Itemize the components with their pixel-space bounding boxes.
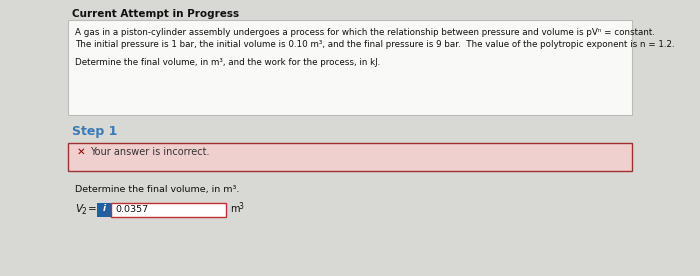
Text: m: m xyxy=(230,204,239,214)
Text: V: V xyxy=(75,204,82,214)
Text: 2: 2 xyxy=(82,207,87,216)
Text: The initial pressure is 1 bar, the initial volume is 0.10 m³, and the final pres: The initial pressure is 1 bar, the initi… xyxy=(75,40,675,49)
Text: ✕: ✕ xyxy=(77,147,85,157)
Text: i: i xyxy=(102,204,106,213)
Text: 0.0357: 0.0357 xyxy=(115,205,148,214)
Text: Determine the final volume, in m³, and the work for the process, in kJ.: Determine the final volume, in m³, and t… xyxy=(75,58,380,67)
Text: 3: 3 xyxy=(238,202,243,211)
Bar xyxy=(111,203,226,217)
Bar xyxy=(68,20,632,115)
Text: Your answer is incorrect.: Your answer is incorrect. xyxy=(90,147,209,157)
Bar xyxy=(97,203,111,217)
Bar xyxy=(68,143,632,171)
Text: Determine the final volume, in m³.: Determine the final volume, in m³. xyxy=(75,185,239,194)
Text: Step 1: Step 1 xyxy=(72,125,118,138)
Text: A gas in a piston-cylinder assembly undergoes a process for which the relationsh: A gas in a piston-cylinder assembly unde… xyxy=(75,28,655,37)
Text: =: = xyxy=(88,204,97,214)
Text: Current Attempt in Progress: Current Attempt in Progress xyxy=(72,9,239,19)
